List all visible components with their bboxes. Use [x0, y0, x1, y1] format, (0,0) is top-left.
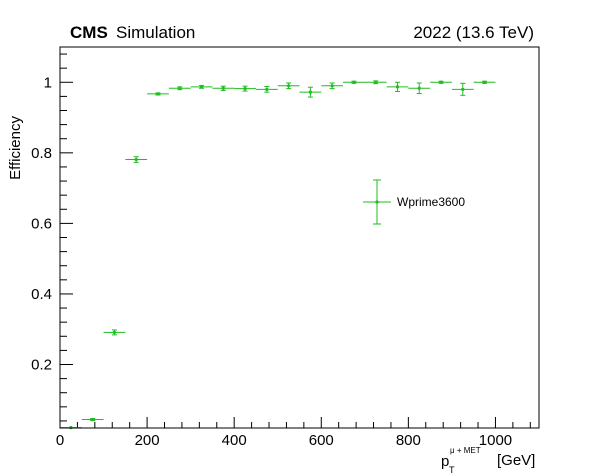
x-axis-label-sub: T — [449, 465, 455, 475]
data-point — [212, 85, 235, 91]
marker — [134, 157, 138, 162]
experiment-label: CMS — [70, 23, 108, 42]
data-point — [430, 80, 452, 84]
data-point — [408, 82, 431, 95]
marker — [395, 85, 400, 89]
axes: 0 200 400 600 800 1000 0.2 0.4 0.6 0.8 1 — [31, 53, 531, 449]
x-tick-label: 200 — [135, 432, 160, 449]
x-tick-label: 800 — [396, 432, 421, 449]
x-axis-label: p T μ + MET [GeV] — [441, 446, 535, 475]
data-point — [147, 92, 169, 96]
data-point — [451, 82, 474, 96]
legend-label: Wprime3600 — [397, 195, 465, 209]
data-point — [299, 86, 322, 98]
y-axis-label: Efficiency — [7, 116, 24, 180]
marker — [308, 90, 312, 94]
data-point — [343, 80, 365, 84]
energy-label: 2022 (13.6 TeV) — [413, 23, 534, 42]
data-point — [234, 85, 256, 92]
y-tick-label: 0.2 — [31, 357, 52, 374]
marker — [265, 87, 269, 91]
marker — [91, 417, 95, 422]
data-point — [81, 417, 104, 422]
data-point — [168, 86, 191, 91]
data-point — [321, 82, 344, 90]
marker — [439, 80, 443, 84]
y-tick-label: 0.6 — [31, 215, 52, 232]
x-tick-label: 0 — [56, 432, 64, 449]
x-tick-label: 600 — [309, 432, 334, 449]
data-point — [277, 82, 300, 90]
x-axis-label-main: p — [441, 453, 449, 470]
marker — [482, 80, 487, 84]
y-tick-label: 1 — [44, 74, 52, 91]
marker — [461, 87, 465, 91]
marker — [417, 86, 421, 90]
x-axis-label-unit: [GeV] — [497, 452, 535, 469]
marker — [156, 92, 160, 96]
marker — [330, 84, 334, 88]
data-point — [255, 86, 278, 93]
data-point — [386, 81, 409, 92]
data-point — [125, 156, 148, 163]
y-tick-label: 0.4 — [31, 286, 52, 303]
plot-frame — [59, 46, 540, 429]
data-points — [60, 80, 496, 430]
marker — [221, 86, 225, 90]
data-point — [364, 80, 387, 85]
legend-marker — [375, 200, 379, 204]
legend: Wprime3600 — [363, 179, 465, 225]
marker — [112, 330, 117, 334]
x-tick-label: 1000 — [479, 432, 512, 449]
marker — [352, 80, 356, 84]
marker — [178, 86, 182, 90]
simulation-label: Simulation — [116, 23, 195, 42]
marker — [287, 84, 291, 88]
data-point — [190, 84, 213, 89]
y-tick-label: 0.8 — [31, 145, 52, 162]
marker — [374, 80, 378, 84]
x-axis-label-sup: μ + MET — [450, 446, 481, 455]
x-tick-label: 400 — [222, 432, 247, 449]
marker — [199, 85, 204, 89]
marker — [243, 87, 247, 91]
data-point — [473, 80, 496, 84]
data-point — [103, 329, 126, 336]
